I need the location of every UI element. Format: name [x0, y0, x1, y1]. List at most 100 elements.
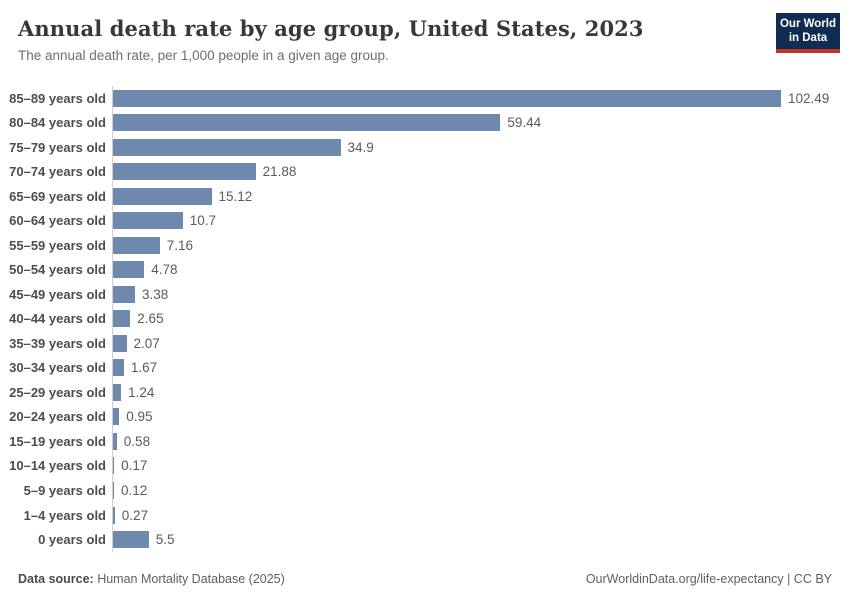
data-source: Data source: Human Mortality Database (2… — [18, 572, 285, 586]
owid-logo-line1: Our World — [779, 18, 836, 30]
bar-row: 65–69 years old 15.12 — [0, 184, 850, 209]
bar — [113, 236, 160, 254]
category-label: 50–54 years old — [9, 262, 106, 278]
bar — [113, 285, 135, 303]
chart-header: Annual death rate by age group, United S… — [18, 16, 750, 63]
bar-track: 10.7 — [113, 209, 850, 234]
value-label: 0.17 — [121, 458, 148, 474]
bar — [113, 506, 115, 524]
value-label: 102.49 — [788, 90, 830, 106]
category-label: 70–74 years old — [9, 164, 106, 180]
category-label: 10–14 years old — [9, 458, 106, 474]
category-label: 5–9 years old — [23, 483, 106, 498]
bar-row: 15–19 years old 0.58 — [0, 429, 850, 454]
bar — [113, 334, 127, 352]
bar-track: 0.95 — [113, 405, 850, 430]
y-axis-line — [112, 86, 113, 552]
bar-track: 0.27 — [113, 503, 850, 528]
bar-rows: 85–89 years old 102.49 80–84 years old 59.4… — [0, 86, 850, 552]
bar-track: 102.49 — [113, 86, 850, 111]
category-label: 25–29 years old — [9, 384, 106, 400]
bar — [113, 163, 256, 181]
value-label: 59.44 — [507, 115, 542, 131]
bar-track: 21.88 — [113, 160, 850, 185]
bar-row: 30–34 years old 1.67 — [0, 356, 850, 381]
value-label: 2.07 — [133, 335, 160, 351]
chart-title: Annual death rate by age group, United S… — [18, 16, 644, 41]
bar-row: 10–14 years old 0.17 — [0, 454, 850, 479]
bar — [113, 432, 117, 450]
value-label: 0.12 — [121, 483, 148, 498]
value-label: 0.95 — [126, 409, 153, 425]
value-label: 0.27 — [121, 507, 149, 523]
category-label: 75–79 years old — [9, 139, 106, 155]
bar-row: 1–4 years old 0.27 — [0, 503, 850, 528]
chart-footer: Data source: Human Mortality Database (2… — [18, 572, 832, 586]
bar-track: 59.44 — [113, 111, 850, 136]
value-label: 7.16 — [166, 237, 193, 253]
bar — [113, 482, 114, 499]
owid-logo: Our World in Data — [776, 13, 840, 53]
bar — [113, 310, 131, 328]
bar-row: 35–39 years old 2.07 — [0, 331, 850, 356]
bar-track: 0.12 — [113, 478, 850, 503]
bar-track: 5.5 — [113, 527, 850, 552]
category-label: 45–49 years old — [9, 286, 106, 302]
bar-row: 45–49 years old 3.38 — [0, 282, 850, 307]
bar — [113, 359, 124, 377]
bar-row: 0 years old 5.5 — [0, 527, 850, 552]
value-label: 1.67 — [130, 360, 158, 376]
bar-row: 80–84 years old 59.44 — [0, 111, 850, 136]
bar-row: 85–89 years old 102.49 — [0, 86, 850, 111]
bar — [113, 531, 149, 549]
value-label: 5.5 — [155, 532, 175, 548]
value-label: 10.7 — [189, 213, 216, 229]
bar — [113, 138, 341, 156]
bar — [113, 114, 501, 132]
bar-track: 34.9 — [113, 135, 850, 160]
category-label: 55–59 years old — [9, 237, 106, 253]
bar — [113, 89, 781, 107]
bar-chart: 85–89 years old 102.49 80–84 years old 59.4… — [0, 86, 850, 552]
value-label: 2.65 — [137, 311, 164, 327]
data-source-text: Human Mortality Database (2025) — [93, 572, 285, 586]
category-label: 30–34 years old — [9, 360, 106, 376]
bar — [113, 261, 145, 279]
bar-track: 1.67 — [113, 356, 850, 381]
category-label: 85–89 years old — [9, 90, 106, 106]
value-label: 4.78 — [151, 262, 178, 278]
bar-track: 0.58 — [113, 429, 850, 454]
bar-row: 60–64 years old 10.7 — [0, 209, 850, 234]
category-label: 1–4 years old — [23, 507, 106, 523]
category-label: 35–39 years old — [9, 335, 106, 351]
bar — [113, 457, 115, 475]
bar-row: 20–24 years old 0.95 — [0, 405, 850, 430]
value-label: 15.12 — [218, 188, 253, 204]
bar-row: 25–29 years old 1.24 — [0, 380, 850, 405]
category-label: 80–84 years old — [9, 115, 106, 131]
bar-row: 40–44 years old 2.65 — [0, 307, 850, 332]
footer-url: OurWorldinData.org/life-expectancy | CC … — [585, 572, 832, 586]
bar-track: 4.78 — [113, 258, 850, 283]
bar — [113, 383, 122, 401]
bar-row: 55–59 years old 7.16 — [0, 233, 850, 258]
value-label: 3.38 — [142, 286, 169, 302]
category-label: 65–69 years old — [9, 188, 106, 204]
category-label: 15–19 years old — [9, 433, 106, 449]
category-label: 60–64 years old — [9, 213, 106, 229]
category-label: 20–24 years old — [9, 409, 106, 425]
value-label: 0.58 — [123, 433, 151, 449]
value-label: 34.9 — [347, 139, 374, 155]
bar-track: 2.65 — [113, 307, 850, 332]
bar — [113, 187, 212, 205]
bar-row: 5–9 years old 0.12 — [0, 478, 850, 503]
bar-track: 0.17 — [113, 454, 850, 479]
bar — [113, 212, 183, 230]
value-label: 1.24 — [128, 384, 155, 400]
bar-row: 50–54 years old 4.78 — [0, 258, 850, 283]
bar-row: 70–74 years old 21.88 — [0, 160, 850, 185]
bar-track: 2.07 — [113, 331, 850, 356]
bar-row: 75–79 years old 34.9 — [0, 135, 850, 160]
chart-subtitle: The annual death rate, per 1,000 people … — [18, 48, 389, 63]
